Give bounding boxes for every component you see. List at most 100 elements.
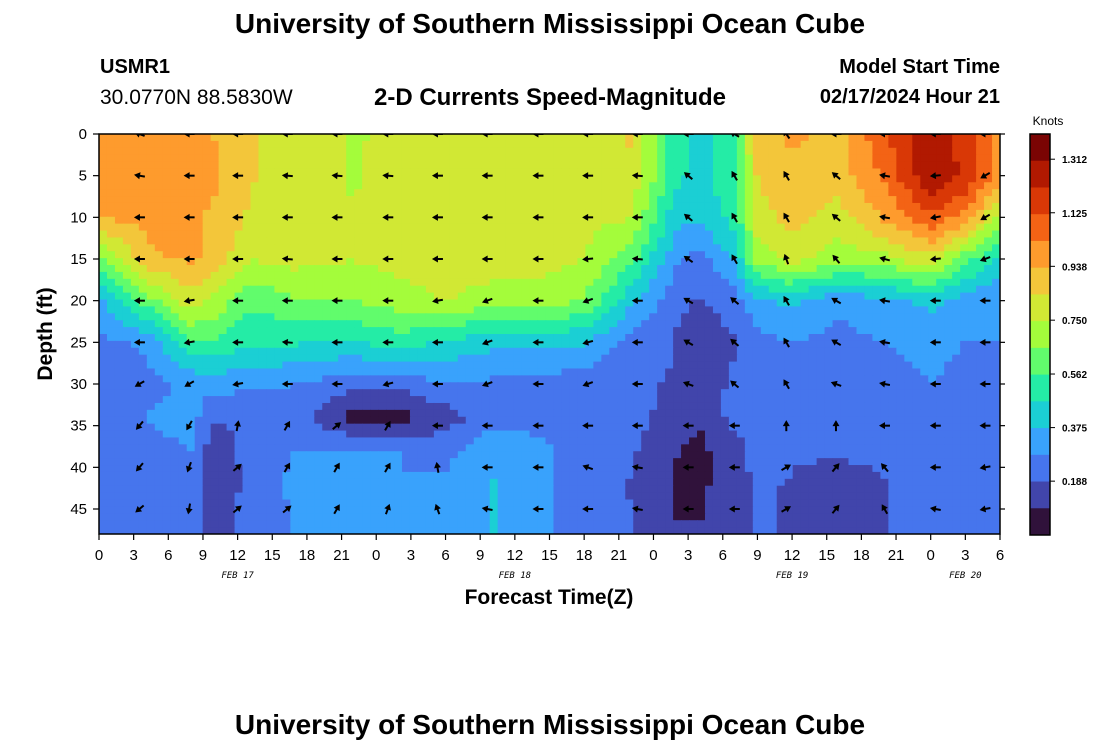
heatmap-cell bbox=[218, 202, 228, 211]
heatmap-cell bbox=[992, 409, 1000, 418]
heatmap-cell bbox=[601, 140, 610, 149]
heatmap-cell bbox=[505, 361, 515, 370]
heatmap-cell bbox=[338, 209, 347, 218]
heatmap-cell bbox=[784, 182, 794, 190]
heatmap-cell bbox=[968, 382, 977, 390]
heatmap-cell bbox=[720, 375, 730, 383]
heatmap-cell bbox=[433, 196, 443, 204]
heatmap-cell bbox=[904, 389, 913, 397]
heatmap-cell bbox=[609, 306, 618, 314]
heatmap-cell bbox=[960, 265, 969, 273]
heatmap-cell bbox=[585, 409, 594, 418]
heatmap-cell bbox=[752, 313, 762, 321]
heatmap-cell bbox=[585, 389, 594, 397]
heatmap-cell bbox=[481, 223, 491, 232]
heatmap-cell bbox=[457, 168, 467, 176]
heatmap-cell bbox=[752, 299, 762, 308]
heatmap-cell bbox=[744, 285, 754, 294]
heatmap-cell bbox=[657, 244, 666, 252]
heatmap-cell bbox=[521, 168, 531, 176]
heatmap-cell bbox=[234, 140, 244, 149]
heatmap-cell bbox=[489, 216, 499, 225]
heatmap-cell bbox=[832, 299, 842, 308]
heatmap-cell bbox=[824, 375, 834, 383]
heatmap-cell bbox=[609, 237, 618, 245]
heatmap-cell bbox=[106, 334, 116, 342]
heatmap-cell bbox=[736, 340, 746, 349]
heatmap-cell bbox=[736, 134, 746, 142]
heatmap-cell bbox=[99, 278, 108, 287]
heatmap-cell bbox=[378, 396, 387, 404]
heatmap-cell bbox=[872, 175, 881, 183]
heatmap-cell bbox=[242, 161, 252, 170]
heatmap-cell bbox=[657, 161, 666, 170]
heatmap-cell bbox=[944, 389, 953, 397]
heatmap-cell bbox=[744, 396, 754, 404]
heatmap-cell bbox=[553, 299, 563, 308]
heatmap-cell bbox=[577, 334, 586, 342]
heatmap-cell bbox=[992, 182, 1000, 190]
heatmap-cell bbox=[154, 278, 164, 287]
heatmap-cell bbox=[944, 306, 953, 314]
heatmap-cell bbox=[928, 320, 937, 328]
heatmap-cell bbox=[752, 196, 762, 204]
heatmap-cell bbox=[537, 292, 547, 301]
heatmap-cell bbox=[362, 375, 371, 383]
heatmap-cell bbox=[386, 244, 395, 252]
heatmap-cell bbox=[784, 416, 794, 425]
heatmap-cell bbox=[673, 265, 682, 273]
heatmap-cell bbox=[433, 306, 443, 314]
heatmap-cell bbox=[896, 265, 905, 273]
heatmap-cell bbox=[585, 423, 594, 432]
heatmap-cell bbox=[409, 147, 419, 156]
heatmap-cell bbox=[960, 175, 969, 183]
heatmap-cell bbox=[186, 189, 196, 197]
heatmap-cell bbox=[657, 189, 666, 197]
heatmap-cell bbox=[800, 244, 810, 252]
heatmap-cell bbox=[657, 368, 666, 376]
heatmap-cell bbox=[704, 202, 714, 211]
heatmap-cell bbox=[433, 202, 443, 211]
heatmap-cell bbox=[473, 375, 483, 383]
heatmap-cell bbox=[465, 285, 475, 294]
heatmap-cell bbox=[489, 327, 499, 335]
heatmap-cell bbox=[505, 430, 515, 439]
heatmap-cell bbox=[992, 423, 1000, 432]
heatmap-cell bbox=[290, 327, 299, 335]
heatmap-cell bbox=[904, 271, 913, 280]
heatmap-cell bbox=[354, 361, 363, 370]
heatmap-cell bbox=[864, 223, 874, 232]
heatmap-cell bbox=[489, 396, 499, 404]
heatmap-cell bbox=[689, 168, 698, 176]
heatmap-cell bbox=[497, 161, 507, 170]
heatmap-cell bbox=[649, 389, 658, 397]
heatmap-cell bbox=[641, 202, 650, 211]
heatmap-cell bbox=[800, 340, 810, 349]
heatmap-cell bbox=[489, 265, 499, 273]
heatmap-cell bbox=[162, 292, 172, 301]
heatmap-cell bbox=[561, 327, 571, 335]
heatmap-cell bbox=[800, 182, 810, 190]
heatmap-cell bbox=[282, 347, 291, 356]
heatmap-cell bbox=[282, 251, 291, 259]
heatmap-cell bbox=[976, 285, 985, 294]
heatmap-cell bbox=[840, 409, 850, 418]
heatmap-cell bbox=[545, 154, 555, 163]
heatmap-cell bbox=[577, 375, 586, 383]
heatmap-cell bbox=[234, 334, 244, 342]
heatmap-cell bbox=[681, 209, 690, 218]
heatmap-cell bbox=[561, 154, 571, 163]
heatmap-cell bbox=[864, 334, 874, 342]
heatmap-cell bbox=[298, 361, 307, 370]
heatmap-cell bbox=[776, 368, 786, 376]
heatmap-cell bbox=[401, 154, 411, 163]
heatmap-cell bbox=[832, 230, 842, 239]
heatmap-cell bbox=[489, 244, 499, 252]
heatmap-cell bbox=[242, 265, 252, 273]
heatmap-cell bbox=[186, 230, 196, 239]
heatmap-cell bbox=[720, 244, 730, 252]
heatmap-cell bbox=[896, 216, 905, 225]
heatmap-cell bbox=[282, 368, 291, 376]
heatmap-cell bbox=[154, 237, 164, 245]
heatmap-cell bbox=[306, 216, 315, 225]
